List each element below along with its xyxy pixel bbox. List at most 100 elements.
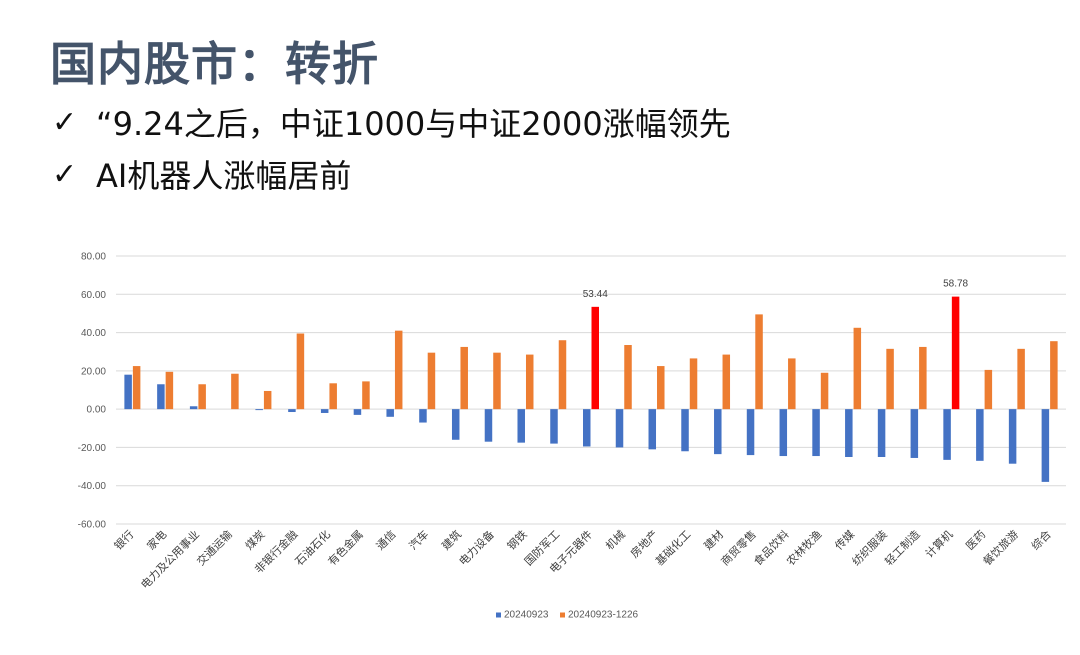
category-label: 基础化工 [652, 527, 693, 568]
bar-series-20240923-1226 [427, 352, 436, 410]
bar-series-20240923-1226 [820, 372, 829, 410]
bar-series-20240923-1226 [657, 366, 665, 410]
bar-series-20240923-1226 [951, 296, 960, 410]
bar-series-20240923-1226 [558, 340, 567, 410]
y-tick-label: 80.00 [81, 252, 106, 263]
y-tick-label: 0.00 [87, 405, 107, 416]
bar-series-20240923 [845, 409, 853, 457]
bar-series-20240923 [288, 409, 296, 413]
bar-series-20240923 [681, 409, 689, 452]
bar-series-20240923-1226 [231, 373, 239, 410]
category-label: 农林牧渔 [783, 527, 824, 568]
bar-series-20240923 [124, 374, 132, 410]
bar-series-20240923 [583, 409, 591, 447]
bar-series-20240923-1226 [263, 390, 272, 410]
bar-series-20240923 [943, 409, 951, 460]
category-label: 钢铁 [505, 528, 530, 553]
bar-series-20240923-1226 [722, 354, 731, 410]
bar-series-20240923 [255, 409, 263, 411]
bullet-list: ✓ “9.24之后，中证1000与中证2000涨幅领先 ✓ AI机器人涨幅居前 [52, 96, 731, 200]
bar-series-20240923-1226 [919, 346, 927, 410]
category-label: 餐饮旅游 [980, 527, 1021, 568]
bar-series-20240923 [484, 409, 493, 442]
category-label: 电力及公用事业 [138, 528, 202, 592]
bar-series-20240923 [451, 409, 460, 440]
bar-series-20240923 [812, 409, 820, 457]
bar-series-20240923-1226 [132, 366, 141, 410]
bullet-text: AI机器人涨幅居前 [96, 157, 352, 195]
bar-series-20240923 [189, 406, 198, 410]
bar-series-20240923-1226 [165, 371, 174, 410]
category-label: 有色金属 [325, 527, 366, 568]
bar-series-20240923 [976, 409, 984, 461]
bar-series-20240923-1226 [296, 333, 305, 410]
bar-series-20240923 [419, 409, 427, 423]
category-label: 传媒 [832, 528, 857, 553]
bar-series-20240923 [779, 409, 788, 457]
bar-series-20240923-1226 [689, 358, 698, 410]
category-label: 医药 [963, 528, 988, 553]
legend-label: 20240923-1226 [568, 610, 639, 621]
bar-series-20240923-1226 [624, 345, 632, 410]
category-label: 家电 [144, 527, 169, 552]
legend-swatch [560, 612, 565, 618]
bar-series-20240923-1226 [853, 327, 862, 410]
legend-label: 20240923 [504, 610, 549, 621]
bar-series-20240923 [517, 409, 525, 443]
category-label: 建材 [701, 527, 726, 552]
slide-title: 国内股市：转折 [50, 37, 379, 91]
bar-series-20240923 [910, 409, 919, 458]
legend-swatch [496, 612, 501, 618]
bar-series-20240923-1226 [362, 381, 370, 410]
y-tick-label: 60.00 [81, 290, 106, 301]
y-tick-label: 20.00 [81, 366, 106, 377]
bar-series-20240923-1226 [460, 346, 468, 410]
bar-series-20240923-1226 [525, 354, 534, 410]
bar-series-20240923 [877, 409, 886, 457]
category-label: 食品饮料 [751, 527, 792, 568]
check-icon: ✓ [52, 156, 78, 192]
category-label: 机械 [602, 527, 627, 552]
bar-series-20240923 [746, 409, 755, 456]
bar-series-20240923-1226 [788, 358, 796, 410]
category-label: 纺织服装 [849, 527, 890, 568]
category-label: 交通运输 [194, 527, 235, 568]
bar-series-20240923 [615, 409, 624, 448]
bar-series-20240923-1226 [886, 348, 894, 410]
bar-series-20240923 [320, 409, 329, 413]
bar-series-20240923-1226 [755, 314, 763, 410]
bar-series-20240923-1226 [1050, 341, 1058, 410]
y-tick-label: -40.00 [78, 481, 107, 492]
y-tick-label: -60.00 [78, 520, 107, 531]
category-label: 银行 [111, 527, 136, 552]
bar-series-20240923 [1008, 409, 1017, 464]
bar-series-20240923 [157, 384, 165, 410]
bar-series-20240923 [648, 409, 657, 450]
bar-series-20240923-1226 [984, 369, 993, 410]
y-tick-label: 40.00 [81, 328, 106, 339]
bar-series-20240923 [386, 409, 394, 417]
category-label: 综合 [1028, 527, 1053, 552]
bullet-item: ✓ “9.24之后，中证1000与中证2000涨幅领先 [52, 96, 731, 148]
data-label: 53.44 [583, 289, 608, 300]
category-label: 建筑 [439, 527, 464, 552]
bullet-text: “9.24之后，中证1000与中证2000涨幅领先 [96, 105, 731, 143]
bullet-item: ✓ AI机器人涨幅居前 [52, 148, 731, 200]
y-tick-label: -20.00 [78, 443, 107, 454]
bar-series-20240923-1226 [329, 383, 337, 410]
bar-series-20240923-1226 [493, 352, 501, 410]
bar-series-20240923-1226 [591, 306, 599, 410]
bar-series-20240923 [550, 409, 558, 444]
category-label: 煤炭 [243, 528, 268, 553]
check-icon: ✓ [52, 104, 78, 140]
category-label: 商贸零售 [718, 527, 759, 568]
category-label: 汽车 [406, 527, 431, 552]
bar-series-20240923 [1041, 409, 1050, 482]
data-label: 58.78 [943, 279, 968, 290]
category-label: 通信 [374, 528, 399, 553]
bar-series-20240923-1226 [1017, 348, 1025, 410]
category-label: 计算机 [922, 527, 955, 560]
category-label: 电力设备 [456, 527, 497, 568]
bar-series-20240923-1226 [394, 330, 403, 410]
